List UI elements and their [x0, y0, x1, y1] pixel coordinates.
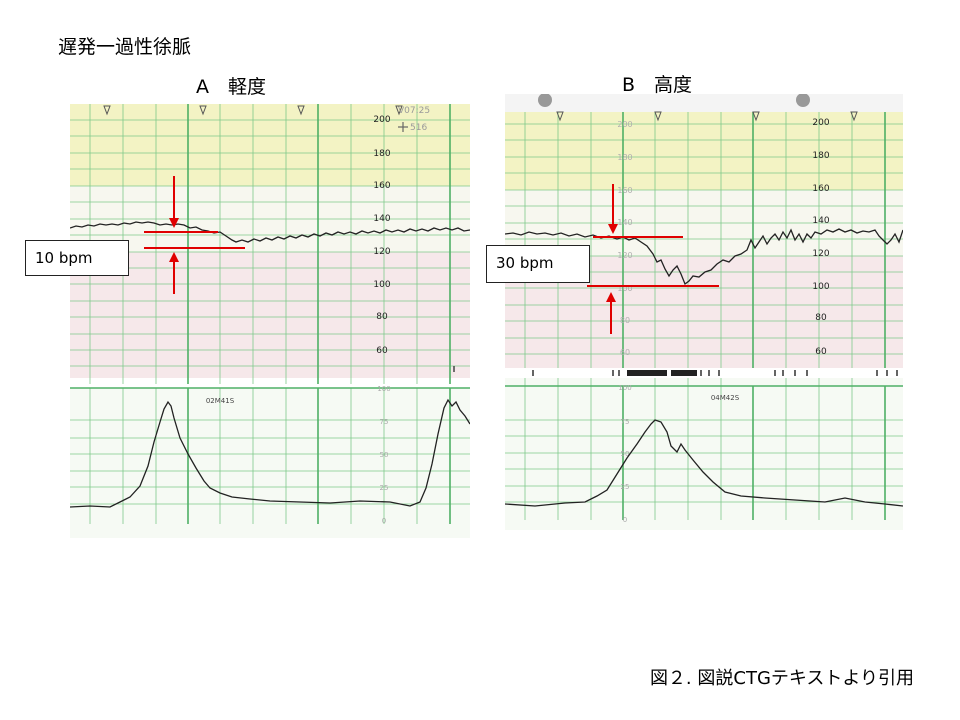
fhr-tick-label: 120: [617, 251, 632, 260]
uc-tick-label: 25: [380, 484, 389, 492]
fhr-tick-label: 100: [812, 282, 829, 292]
time-marker-icons: [103, 105, 403, 116]
fhr-tick-label: 100: [617, 284, 632, 293]
header-text: 516: [410, 123, 427, 133]
callout-10bpm: 10 bpm: [25, 240, 129, 276]
uc-tick-label: 0: [623, 516, 627, 524]
fhr-tick-label: 180: [617, 153, 632, 162]
fhr-tick-label: 60: [815, 347, 827, 357]
plus-icon: [398, 122, 408, 132]
time-label: 02M41S: [206, 397, 235, 405]
fhr-major-grid: [187, 104, 451, 384]
down-arrow-head-icon: [608, 224, 618, 234]
time-label: 04M42S: [711, 394, 740, 402]
uc-tick-label: 50: [621, 450, 630, 458]
fhr-tick-label: 60: [620, 348, 630, 357]
uc-scale-labels: 100 75 50 25 0: [377, 385, 390, 525]
up-arrow-head-icon: [606, 292, 616, 302]
fhr-tick-label: 160: [617, 186, 632, 195]
uc-tick-label: 100: [377, 385, 390, 393]
fhr-tick-label: 200: [373, 115, 390, 125]
up-arrow-head-icon: [169, 252, 179, 262]
fhr-tick-label: 60: [376, 346, 388, 356]
time-marker-icons: [556, 111, 858, 122]
punch-hole-icon: [538, 94, 552, 107]
header-texts: V07:25 516: [398, 106, 430, 133]
figure-caption: 図２. 図説CTGテキストより引用: [649, 668, 914, 689]
uc-band: [505, 378, 903, 530]
uc-grid: [505, 378, 903, 520]
fhr-tick-label: 80: [815, 313, 827, 323]
fhr-scale-labels: 200 180 160 140 120 100 80 60: [812, 118, 829, 357]
annotation-arrows-a: [144, 176, 245, 294]
fhr-tick-label: 120: [373, 247, 390, 257]
fhr-tick-label: 180: [812, 151, 829, 161]
fhr-tick-label: 80: [376, 312, 388, 322]
fhr-tick-label: 160: [373, 181, 390, 191]
event-marks: [532, 370, 898, 376]
ctg-strip-a: 200 180 160 140 120 100 80 60 V07:25 516…: [70, 104, 470, 538]
uc-trace: [70, 398, 470, 508]
panel-b-title: B 高度: [622, 74, 693, 96]
fhr-tick-label: 140: [617, 218, 632, 227]
uc-tick-label: 25: [621, 483, 630, 491]
slide-title: 遅発一過性徐脈: [58, 36, 192, 58]
ctg-strip-b: 200 180 160 140 120 100 80 60 200 180 16…: [505, 94, 903, 530]
panel-a-title: A 軽度: [196, 76, 266, 98]
fhr-tick-label: 100: [373, 280, 390, 290]
fhr-band-lower: [70, 252, 470, 378]
down-arrow-head-icon: [169, 218, 179, 228]
fhr-grid: [70, 104, 470, 384]
fhr-scale-labels-faint: 200 180 160 140 120 100 80 60: [617, 120, 632, 357]
fhr-tick-label: 180: [373, 149, 390, 159]
fhr-tick-label: 80: [620, 316, 630, 325]
uc-tick-label: 0: [382, 517, 386, 525]
fhr-tick-label: 200: [617, 120, 632, 129]
uc-tick-label: 100: [618, 384, 631, 392]
fhr-tick-label: 160: [812, 184, 829, 194]
fhr-band-upper: [70, 104, 470, 186]
fhr-tick-label: 120: [812, 249, 829, 259]
callout-30bpm: 30 bpm: [486, 245, 590, 283]
header-text: V07:25: [398, 106, 430, 116]
annotation-arrows-b: [587, 184, 719, 334]
fhr-tick-label: 200: [812, 118, 829, 128]
fhr-tick-label: 140: [812, 216, 829, 226]
fhr-band-upper: [505, 112, 903, 190]
uc-tick-label: 50: [380, 451, 389, 459]
uc-tick-label: 75: [621, 418, 630, 426]
uc-trace: [505, 419, 903, 507]
fhr-trace: [70, 221, 470, 243]
uc-tick-label: 75: [380, 418, 389, 426]
uc-band: [70, 388, 470, 538]
uc-scale-labels: 100 75 50 25 0: [618, 384, 631, 524]
punch-hole-icon: [796, 94, 810, 107]
fhr-scale-labels: 200 180 160 140 120 100 80 60: [373, 115, 390, 356]
fhr-tick-label: 140: [373, 214, 390, 224]
